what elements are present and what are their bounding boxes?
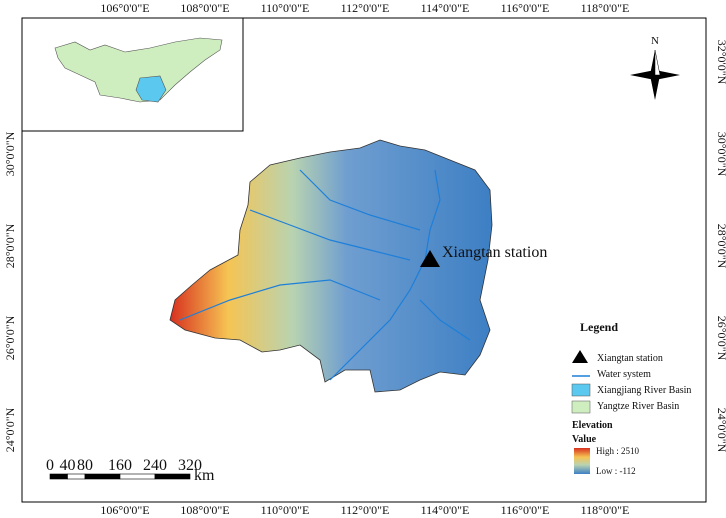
station-marker bbox=[420, 250, 440, 267]
top-label: 116°0'0"E bbox=[501, 1, 550, 15]
xiangjiang-basin bbox=[135, 75, 167, 103]
bottom-label: 106°0'0"E bbox=[100, 503, 149, 517]
left-label: 24°0'0"N bbox=[3, 407, 17, 452]
legend-symbol bbox=[571, 383, 591, 397]
legend-item: Xiangjiang River Basin bbox=[597, 385, 691, 396]
xiangjiang-basin-elevation bbox=[169, 139, 493, 393]
north-arrow: N bbox=[630, 35, 680, 100]
legend-high: High : 2510 bbox=[596, 446, 640, 456]
left-label: 26°0'0"N bbox=[3, 315, 17, 360]
river bbox=[179, 279, 381, 321]
top-label: 108°0'0"E bbox=[180, 1, 229, 15]
elevation-ramp bbox=[574, 448, 590, 474]
right-label: 32°0'0"N bbox=[715, 40, 726, 85]
scale-segment bbox=[154, 473, 191, 480]
scale-segment bbox=[49, 473, 68, 480]
legend-low: Low : -112 bbox=[596, 466, 636, 476]
scale-tick-label: 240 bbox=[143, 457, 167, 474]
scale-tick-label: 320 bbox=[178, 457, 202, 474]
legend-value: Value bbox=[572, 434, 597, 445]
top-label: 114°0'0"E bbox=[421, 1, 470, 15]
top-label: 112°0'0"E bbox=[341, 1, 390, 15]
top-label: 118°0'0"E bbox=[581, 1, 630, 15]
legend-item: Water system bbox=[597, 369, 651, 380]
legend: Legend Elevation Value High : 2510 Low :… bbox=[571, 320, 691, 476]
bottom-label: 112°0'0"E bbox=[341, 503, 390, 517]
scale-segment bbox=[84, 473, 121, 480]
scale-tick-label: 160 bbox=[108, 457, 132, 474]
scale-tick-label: 0 bbox=[46, 457, 54, 474]
scale-segment bbox=[119, 473, 156, 480]
right-label: 28°0'0"N bbox=[715, 224, 726, 269]
station-label: Xiangtan station bbox=[442, 244, 547, 261]
river bbox=[419, 299, 471, 341]
legend-item: Xiangtan station bbox=[597, 353, 663, 364]
left-label: 30°0'0"N bbox=[3, 131, 17, 176]
legend-symbol bbox=[572, 350, 588, 363]
top-label: 106°0'0"E bbox=[100, 1, 149, 15]
legend-symbol bbox=[571, 400, 591, 414]
river bbox=[249, 209, 411, 261]
bottom-label: 108°0'0"E bbox=[180, 503, 229, 517]
scale-segment bbox=[67, 473, 86, 480]
bottom-label: 114°0'0"E bbox=[421, 503, 470, 517]
water-system bbox=[179, 169, 471, 381]
right-label: 30°0'0"N bbox=[715, 132, 726, 177]
scale-tick-label: 80 bbox=[77, 457, 93, 474]
bottom-label: 116°0'0"E bbox=[501, 503, 550, 517]
left-label: 28°0'0"N bbox=[3, 223, 17, 268]
scale-unit: km bbox=[194, 467, 215, 484]
right-label: 24°0'0"N bbox=[715, 408, 726, 453]
river bbox=[329, 169, 441, 381]
legend-item: Yangtze River Basin bbox=[597, 401, 679, 412]
north-label: N bbox=[651, 35, 659, 47]
bottom-label: 118°0'0"E bbox=[581, 503, 630, 517]
scale-tick-label: 40 bbox=[60, 457, 76, 474]
legend-elevation: Elevation bbox=[572, 420, 613, 431]
river bbox=[299, 169, 421, 231]
legend-title: Legend bbox=[580, 320, 618, 334]
bottom-label: 110°0'0"E bbox=[261, 503, 310, 517]
top-label: 110°0'0"E bbox=[261, 1, 310, 15]
yangtze-basin bbox=[54, 37, 223, 103]
graticule-labels: 106°0'0"E 106°0'0"E 108°0'0"E 108°0'0"E 110°… bbox=[3, 1, 726, 517]
right-label: 26°0'0"N bbox=[715, 316, 726, 361]
